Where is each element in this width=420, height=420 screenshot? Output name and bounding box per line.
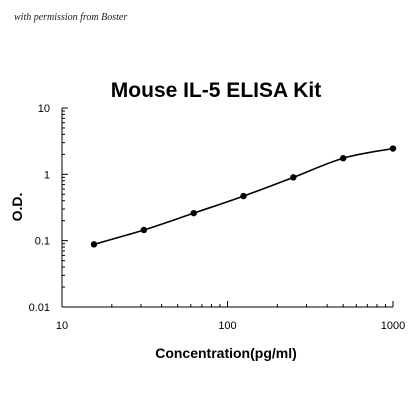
x-tick-label: 1000: [381, 320, 405, 332]
data-point: [339, 155, 347, 162]
data-point: [90, 241, 98, 248]
permission-watermark: with permission from Boster: [14, 12, 127, 23]
y-tick-label: 0.01: [29, 302, 50, 314]
y-axis-label: O.D.: [9, 193, 25, 222]
data-point: [389, 145, 397, 152]
data-point: [240, 192, 247, 200]
y-tick-label: 1: [44, 169, 50, 181]
x-axis-label: Concentration(pg/ml): [155, 345, 297, 361]
chart-title: Mouse IL-5 ELISA Kit: [111, 79, 321, 102]
y-tick-label: 10: [38, 103, 50, 115]
data-point: [290, 174, 297, 181]
x-tick-label: 10: [56, 320, 68, 332]
y-tick-label: 0.1: [35, 236, 50, 248]
data-point: [190, 209, 197, 217]
plot-area: 0.01 0.1 1 10 10 100 1000: [29, 103, 406, 332]
data-point: [140, 226, 148, 234]
x-tick-label: 100: [218, 320, 236, 332]
